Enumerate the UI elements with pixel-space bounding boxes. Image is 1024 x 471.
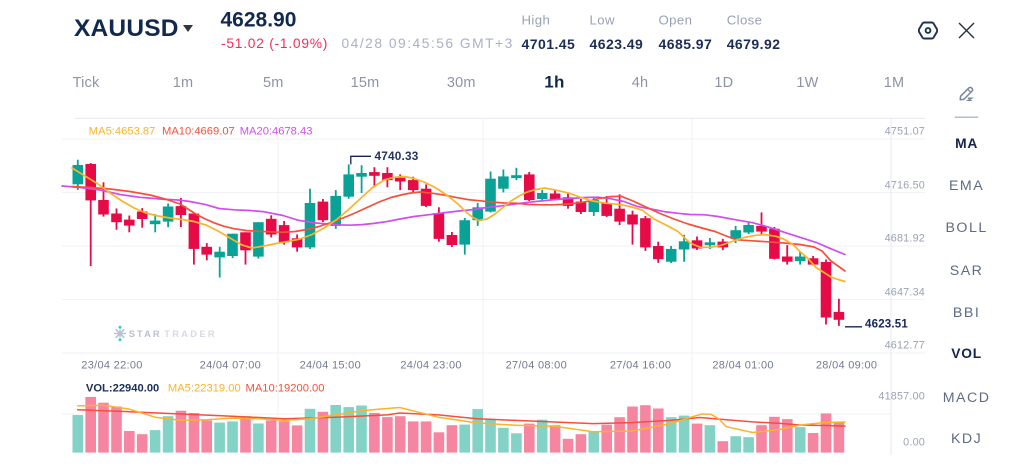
svg-text:TRADER: TRADER <box>164 329 217 339</box>
svg-text:STAR: STAR <box>129 329 162 339</box>
